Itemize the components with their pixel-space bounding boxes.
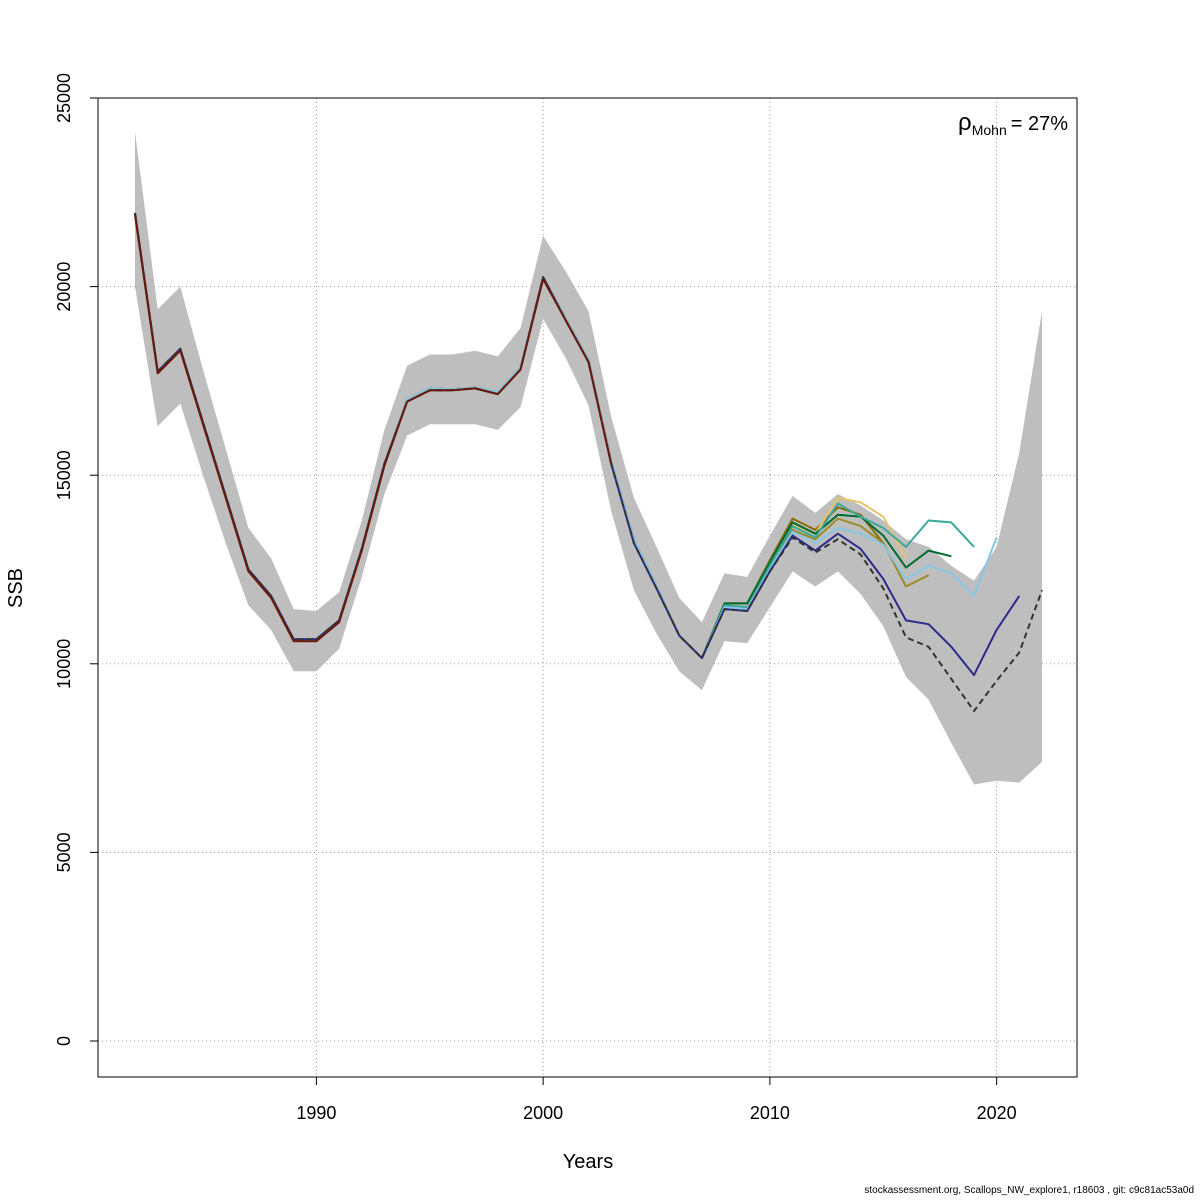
rho-subscript: Mohn [972,122,1007,138]
confidence-band [135,131,1042,785]
x-axis-label: Years [563,1151,613,1173]
x-tick-label-2000: 2000 [523,1103,563,1123]
y-tick-label-25000: 25000 [54,73,74,123]
rho-value: = 27% [1011,113,1068,135]
y-axis: 0 5000 10000 15000 20000 25000 [54,73,98,1046]
x-tick-label-1990: 1990 [296,1103,336,1123]
y-tick-label-5000: 5000 [54,832,74,872]
y-tick-label-0: 0 [54,1036,74,1046]
x-axis: 1990 2000 2010 2020 [296,1077,1017,1123]
y-tick-label-20000: 20000 [54,262,74,312]
series-line-9 [134,214,613,643]
rho-symbol: ρ [958,109,972,136]
y-tick-label-10000: 10000 [54,639,74,689]
mohn-rho-annotation: ρMohn = 27% [958,109,1068,138]
y-tick-label-15000: 15000 [54,450,74,500]
plot-frame [97,97,1078,1078]
series-lines [134,212,1043,712]
x-tick-label-2020: 2020 [977,1103,1017,1123]
footer-credit: stockassessment.org, Scallops_NW_explore… [864,1185,1194,1196]
y-axis-label: SSB [5,568,27,608]
x-tick-label-2010: 2010 [750,1103,790,1123]
